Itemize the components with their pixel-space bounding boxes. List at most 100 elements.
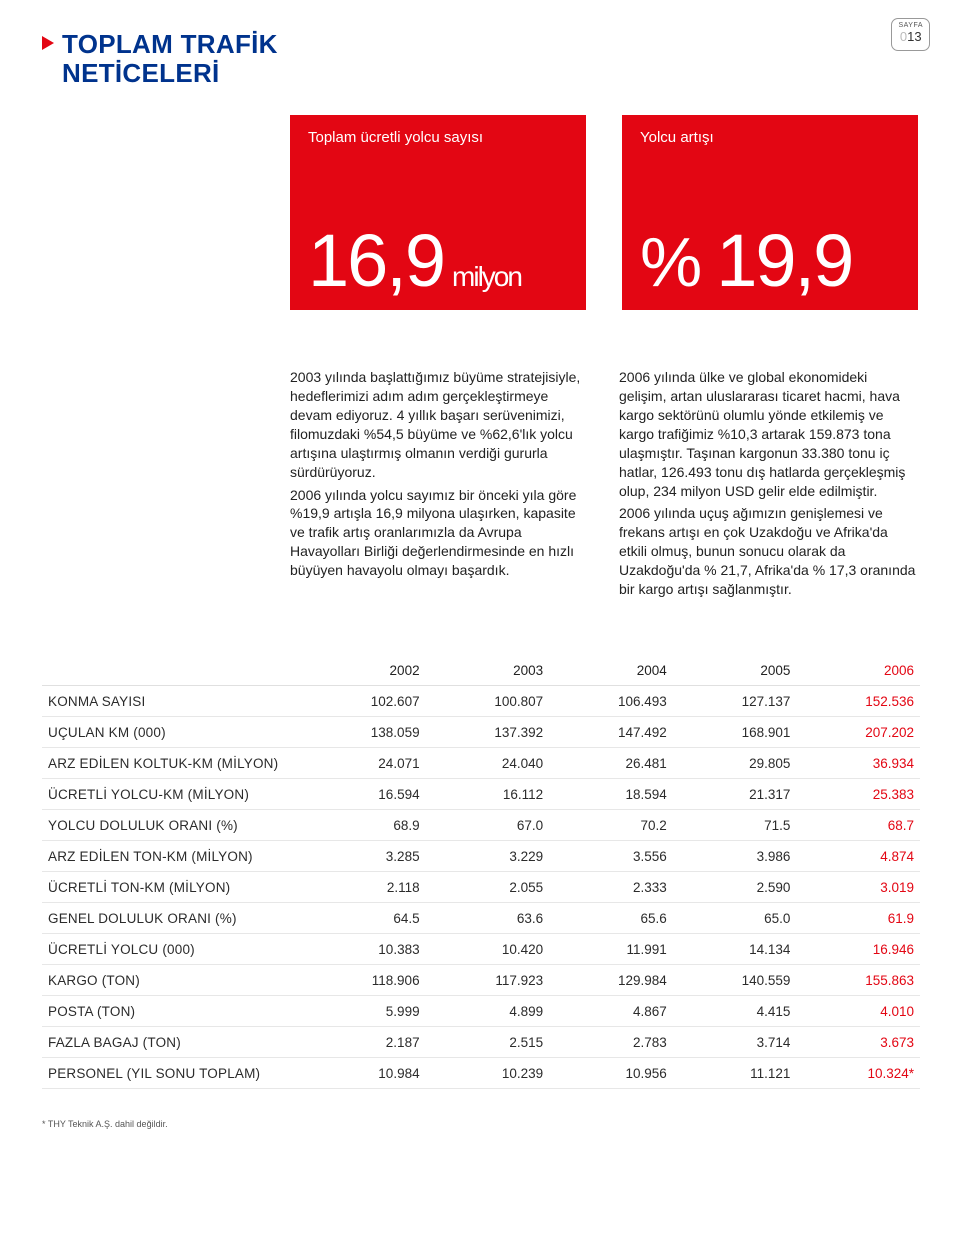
cell: 61.9 xyxy=(796,902,920,933)
cell: 207.202 xyxy=(796,716,920,747)
cell: 10.324* xyxy=(796,1057,920,1088)
row-label: YOLCU DOLULUK ORANI (%) xyxy=(42,809,302,840)
row-label: ÜCRETLİ TON-KM (MİLYON) xyxy=(42,871,302,902)
page-number: 013 xyxy=(900,29,922,44)
cell: 3.673 xyxy=(796,1026,920,1057)
table-row: GENEL DOLULUK ORANI (%)64.563.665.665.06… xyxy=(42,902,920,933)
table-row: KONMA SAYISI102.607100.807106.493127.137… xyxy=(42,685,920,716)
cell: 11.991 xyxy=(549,933,673,964)
cell: 24.071 xyxy=(302,747,426,778)
cell: 26.481 xyxy=(549,747,673,778)
table-row: ÜCRETLİ YOLCU (000)10.38310.42011.99114.… xyxy=(42,933,920,964)
cell: 4.010 xyxy=(796,995,920,1026)
table-row: ARZ EDİLEN TON-KM (MİLYON)3.2853.2293.55… xyxy=(42,840,920,871)
table-row: ÜCRETLİ YOLCU-KM (MİLYON)16.59416.11218.… xyxy=(42,778,920,809)
row-label: POSTA (TON) xyxy=(42,995,302,1026)
cell: 4.874 xyxy=(796,840,920,871)
cell: 118.906 xyxy=(302,964,426,995)
table-body: KONMA SAYISI102.607100.807106.493127.137… xyxy=(42,685,920,1088)
year-header-highlight: 2006 xyxy=(796,655,920,686)
cell: 65.6 xyxy=(549,902,673,933)
traffic-data-table: 2002 2003 2004 2005 2006 KONMA SAYISI102… xyxy=(42,655,920,1089)
page-label: SAYFA xyxy=(898,22,923,29)
cell: 129.984 xyxy=(549,964,673,995)
cell: 68.9 xyxy=(302,809,426,840)
kpi-value: 16,9milyon xyxy=(308,224,568,298)
cell: 10.984 xyxy=(302,1057,426,1088)
cell: 106.493 xyxy=(549,685,673,716)
cell: 2.333 xyxy=(549,871,673,902)
row-label: GENEL DOLULUK ORANI (%) xyxy=(42,902,302,933)
cell: 147.492 xyxy=(549,716,673,747)
cell: 14.134 xyxy=(673,933,797,964)
cell: 2.187 xyxy=(302,1026,426,1057)
year-header: 2002 xyxy=(302,655,426,686)
cell: 127.137 xyxy=(673,685,797,716)
paragraph: 2006 yılında uçuş ağımızın genişlemesi v… xyxy=(619,504,918,598)
cell: 16.594 xyxy=(302,778,426,809)
body-col-2: 2006 yılında ülke ve global ekonomideki … xyxy=(619,368,918,603)
table-row: ARZ EDİLEN KOLTUK-KM (MİLYON)24.07124.04… xyxy=(42,747,920,778)
cell: 3.229 xyxy=(426,840,550,871)
cell: 100.807 xyxy=(426,685,550,716)
table-header: 2002 2003 2004 2005 2006 xyxy=(42,655,920,686)
cell: 10.420 xyxy=(426,933,550,964)
cell: 140.559 xyxy=(673,964,797,995)
table-row: ÜCRETLİ TON-KM (MİLYON)2.1182.0552.3332.… xyxy=(42,871,920,902)
cell: 2.118 xyxy=(302,871,426,902)
kpi-value: %19,9 xyxy=(640,224,900,298)
kpi-label: Yolcu artışı xyxy=(640,129,900,146)
year-header: 2003 xyxy=(426,655,550,686)
table-header-row: 2002 2003 2004 2005 2006 xyxy=(42,655,920,686)
cell: 65.0 xyxy=(673,902,797,933)
cell: 4.415 xyxy=(673,995,797,1026)
kpi-row: Toplam ücretli yolcu sayısı 16,9milyon Y… xyxy=(290,115,920,310)
cell: 10.956 xyxy=(549,1057,673,1088)
cell: 18.594 xyxy=(549,778,673,809)
row-label: KONMA SAYISI xyxy=(42,685,302,716)
table-row: PERSONEL (YIL SONU TOPLAM)10.98410.23910… xyxy=(42,1057,920,1088)
cell: 2.055 xyxy=(426,871,550,902)
cell: 36.934 xyxy=(796,747,920,778)
row-label: FAZLA BAGAJ (TON) xyxy=(42,1026,302,1057)
table-row: KARGO (TON)118.906117.923129.984140.5591… xyxy=(42,964,920,995)
cell: 3.986 xyxy=(673,840,797,871)
cell: 102.607 xyxy=(302,685,426,716)
cell: 29.805 xyxy=(673,747,797,778)
row-label: KARGO (TON) xyxy=(42,964,302,995)
kpi-card-growth: Yolcu artışı %19,9 xyxy=(622,115,918,310)
cell: 16.112 xyxy=(426,778,550,809)
cell: 24.040 xyxy=(426,747,550,778)
year-header: 2004 xyxy=(549,655,673,686)
cell: 155.863 xyxy=(796,964,920,995)
cell: 4.899 xyxy=(426,995,550,1026)
cell: 2.515 xyxy=(426,1026,550,1057)
body-columns: 2003 yılında başlattığımız büyüme strate… xyxy=(290,368,918,603)
table-corner xyxy=(42,655,302,686)
row-label: ARZ EDİLEN KOLTUK-KM (MİLYON) xyxy=(42,747,302,778)
table-row: YOLCU DOLULUK ORANI (%)68.967.070.271.56… xyxy=(42,809,920,840)
arrow-right-icon xyxy=(42,36,54,50)
paragraph: 2006 yılında ülke ve global ekonomideki … xyxy=(619,368,918,500)
page-title-row: TOPLAM TRAFİK NETİCELERİ xyxy=(42,30,920,87)
row-label: PERSONEL (YIL SONU TOPLAM) xyxy=(42,1057,302,1088)
table-row: POSTA (TON)5.9994.8994.8674.4154.010 xyxy=(42,995,920,1026)
body-col-1: 2003 yılında başlattığımız büyüme strate… xyxy=(290,368,589,603)
cell: 168.901 xyxy=(673,716,797,747)
year-header: 2005 xyxy=(673,655,797,686)
kpi-label: Toplam ücretli yolcu sayısı xyxy=(308,129,568,146)
paragraph: 2003 yılında başlattığımız büyüme strate… xyxy=(290,368,589,481)
cell: 2.590 xyxy=(673,871,797,902)
cell: 5.999 xyxy=(302,995,426,1026)
footnote: * THY Teknik A.Ş. dahil değildir. xyxy=(42,1119,920,1129)
cell: 117.923 xyxy=(426,964,550,995)
cell: 63.6 xyxy=(426,902,550,933)
cell: 2.783 xyxy=(549,1026,673,1057)
cell: 3.556 xyxy=(549,840,673,871)
cell: 64.5 xyxy=(302,902,426,933)
cell: 21.317 xyxy=(673,778,797,809)
page-number-badge: SAYFA 013 xyxy=(891,18,930,51)
cell: 138.059 xyxy=(302,716,426,747)
cell: 25.383 xyxy=(796,778,920,809)
cell: 67.0 xyxy=(426,809,550,840)
